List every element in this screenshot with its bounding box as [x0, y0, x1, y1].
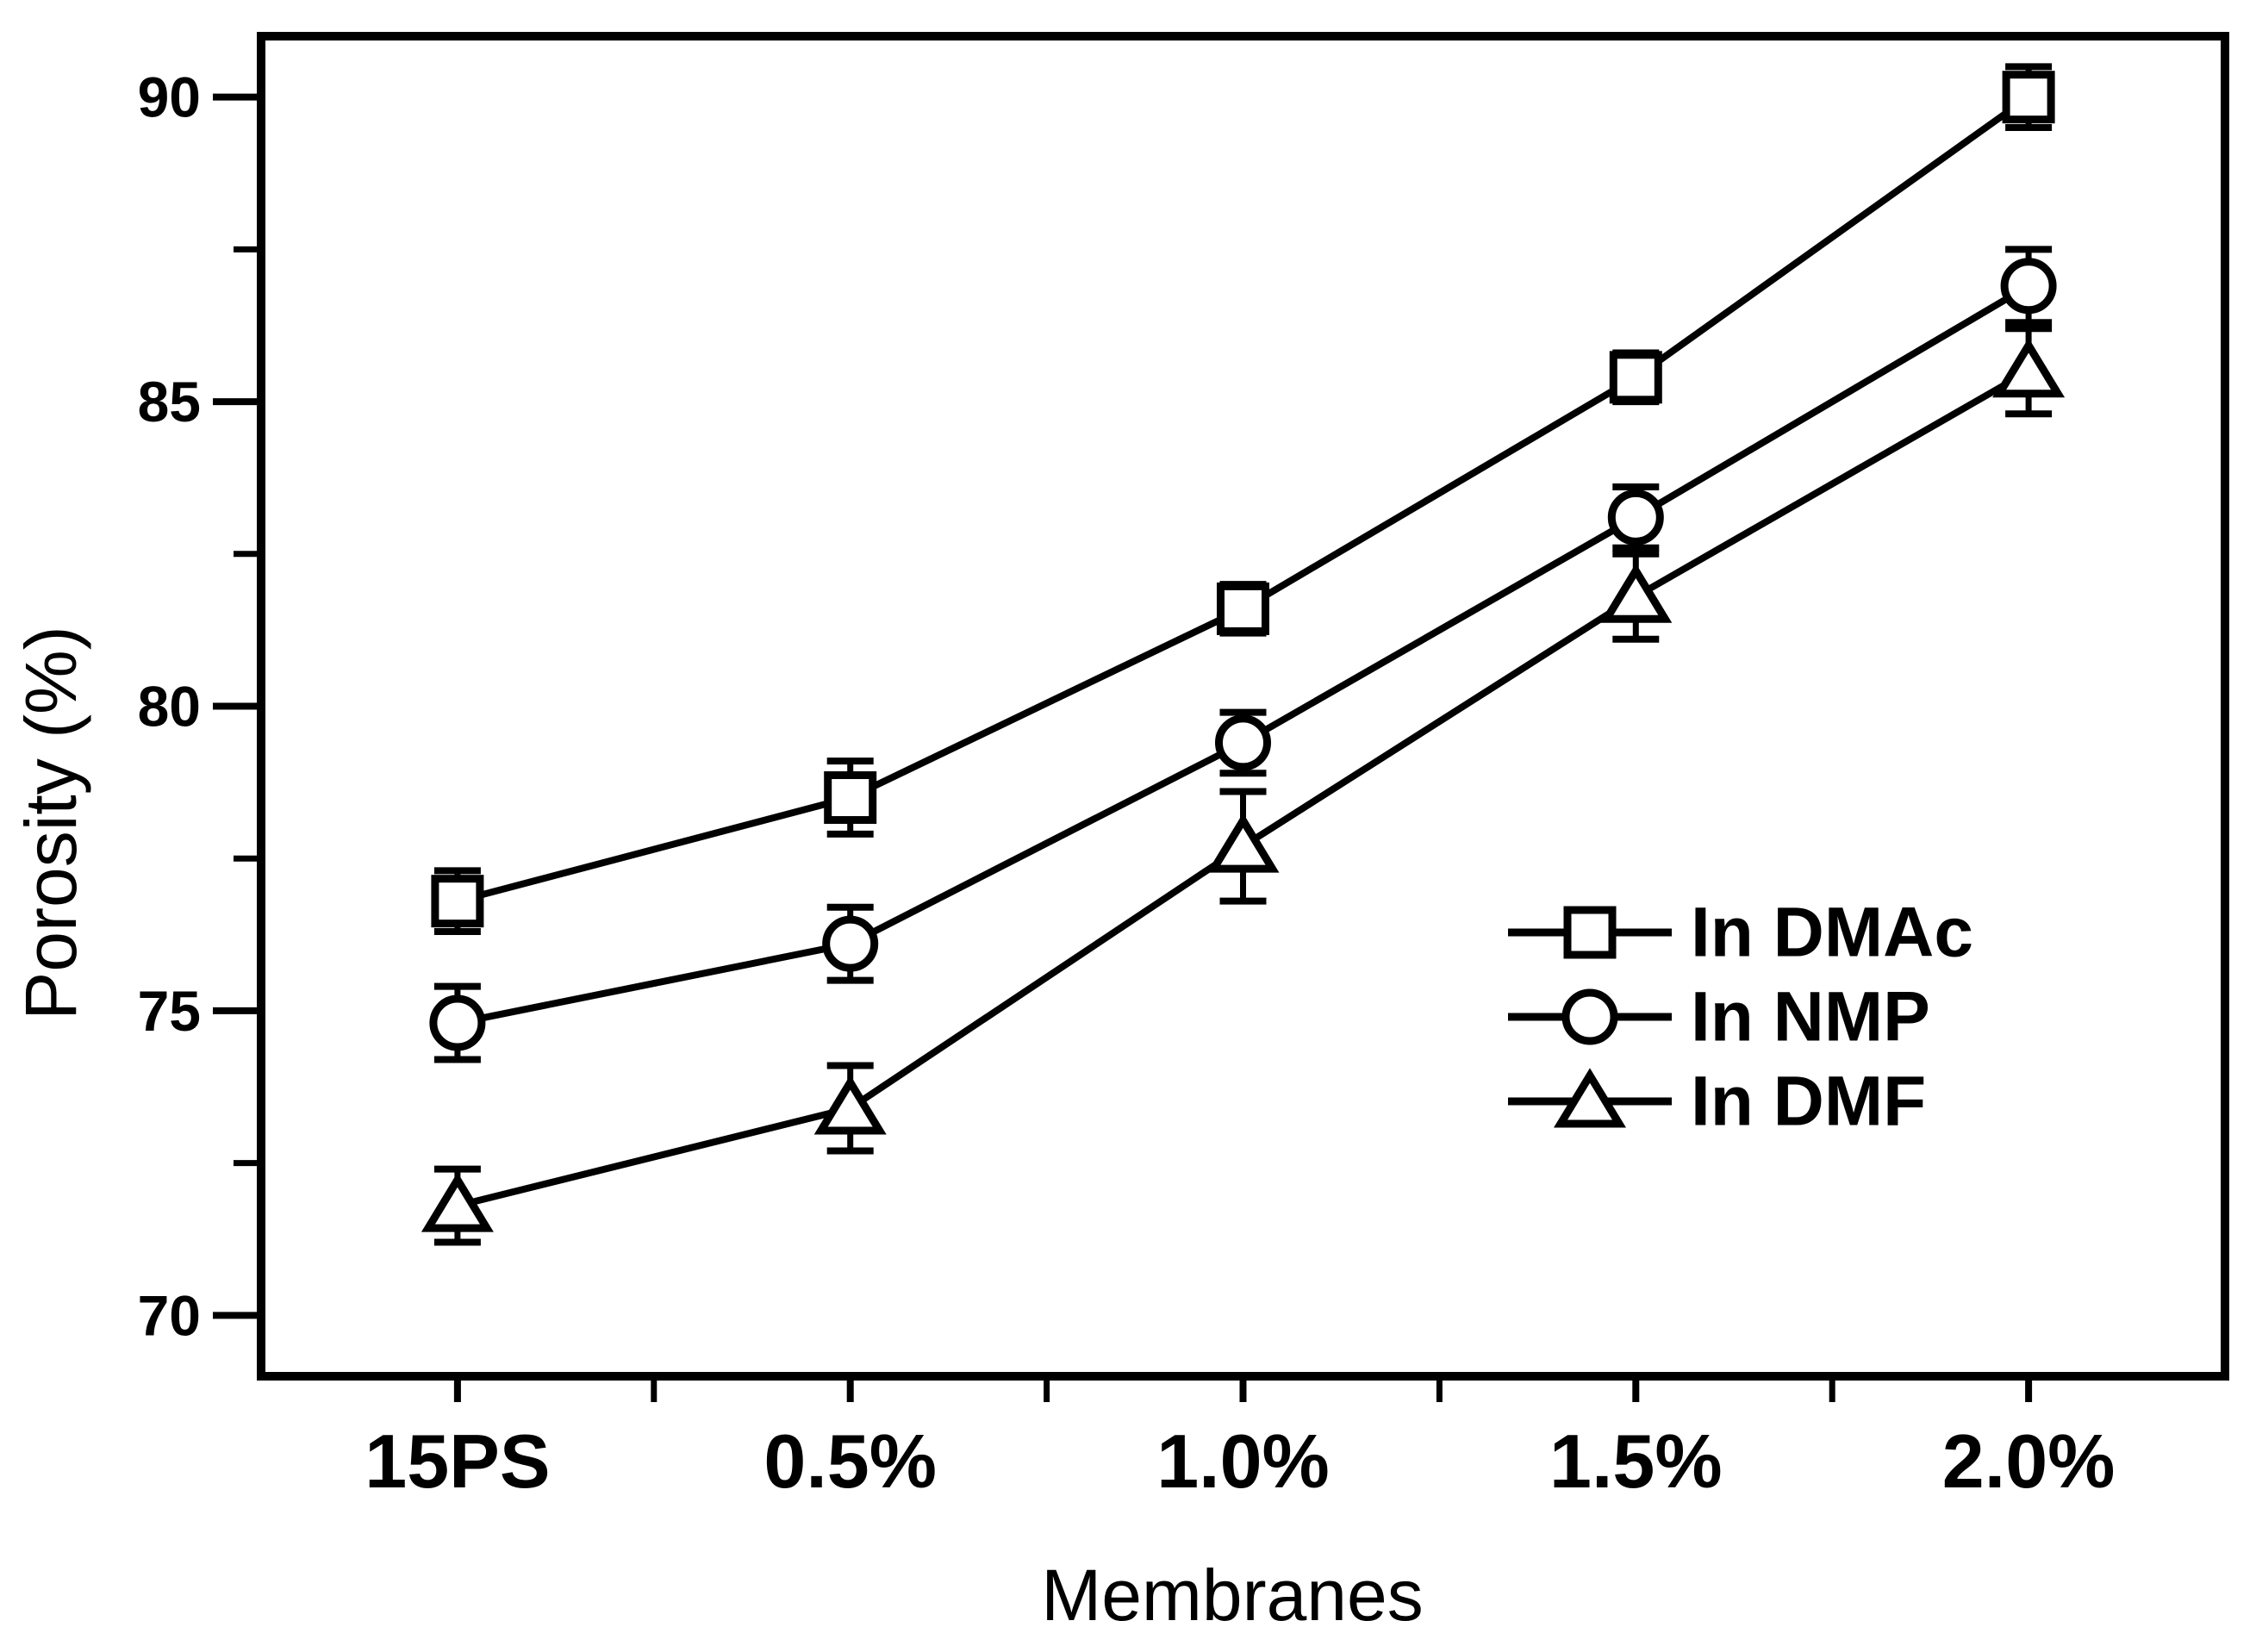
data-point-marker-circle — [1215, 714, 1271, 771]
x-tick-label: 1.0% — [1156, 1418, 1330, 1504]
x-tick-label: 1.5% — [1549, 1418, 1723, 1504]
legend-label-in-dmac: In DMAc — [1691, 894, 1973, 972]
data-point-marker-square — [824, 771, 877, 825]
data-point-marker-circle — [2000, 258, 2057, 315]
series-line-in-dmac — [456, 94, 2031, 905]
x-tick-label: 15PS — [365, 1418, 550, 1504]
legend-label-in-nmp: In NMP — [1691, 978, 1930, 1057]
legend-marker-triangle — [1554, 1068, 1626, 1128]
x-tick-label: 2.0% — [1942, 1418, 2116, 1504]
y-tick-label: 75 — [138, 979, 201, 1043]
y-tick-label: 70 — [138, 1283, 201, 1347]
data-point-marker-square — [1217, 582, 1269, 635]
data-point-marker-circle — [1607, 489, 1664, 545]
y-tick-label: 85 — [138, 370, 201, 433]
data-point-marker-circle — [429, 994, 486, 1051]
data-point-marker-square — [1609, 351, 1662, 404]
x-tick-label: 0.5% — [763, 1418, 937, 1504]
data-point-marker-triangle — [813, 1075, 887, 1135]
x-axis-title: Membranes — [1041, 1555, 1424, 1636]
data-point-marker-triangle — [1599, 563, 1673, 623]
legend-marker-circle — [1561, 988, 1618, 1045]
data-point-marker-square — [2002, 71, 2055, 124]
plot-frame — [257, 32, 2229, 1381]
data-point-marker-square — [431, 875, 484, 928]
data-point-marker-triangle — [421, 1172, 494, 1232]
legend-label-in-dmf: In DMF — [1691, 1063, 1926, 1141]
data-point-marker-circle — [822, 915, 879, 972]
data-point-marker-triangle — [1206, 813, 1280, 873]
y-axis-title: Porosity (%) — [10, 626, 91, 1019]
y-tick-label: 90 — [138, 65, 201, 129]
data-point-marker-triangle — [1992, 338, 2066, 398]
legend-marker-square — [1563, 906, 1617, 959]
y-tick-label: 80 — [138, 675, 201, 739]
